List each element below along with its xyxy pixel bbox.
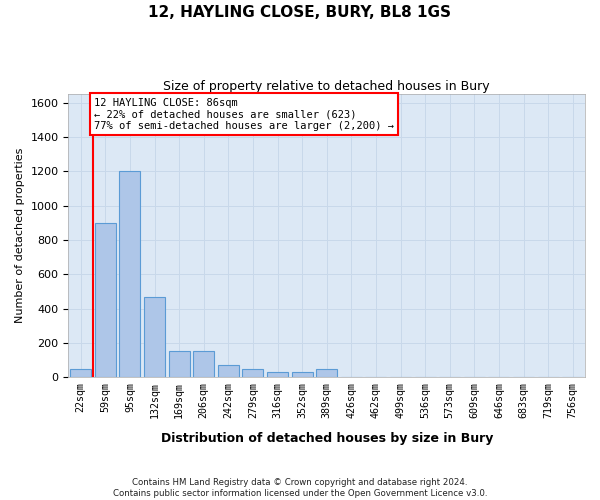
Bar	[218, 365, 239, 378]
Y-axis label: Number of detached properties: Number of detached properties	[15, 148, 25, 324]
Bar	[193, 350, 214, 378]
Bar	[95, 223, 116, 378]
Bar	[292, 372, 313, 378]
Bar	[119, 172, 140, 378]
Bar	[70, 368, 91, 378]
X-axis label: Distribution of detached houses by size in Bury: Distribution of detached houses by size …	[161, 432, 493, 445]
Text: Contains HM Land Registry data © Crown copyright and database right 2024.
Contai: Contains HM Land Registry data © Crown c…	[113, 478, 487, 498]
Text: 12, HAYLING CLOSE, BURY, BL8 1GS: 12, HAYLING CLOSE, BURY, BL8 1GS	[149, 5, 452, 20]
Bar	[169, 350, 190, 378]
Bar	[316, 369, 337, 378]
Bar	[242, 369, 263, 378]
Bar	[144, 296, 165, 378]
Bar	[267, 372, 288, 378]
Text: 12 HAYLING CLOSE: 86sqm
← 22% of detached houses are smaller (623)
77% of semi-d: 12 HAYLING CLOSE: 86sqm ← 22% of detache…	[94, 98, 394, 131]
Title: Size of property relative to detached houses in Bury: Size of property relative to detached ho…	[163, 80, 490, 93]
